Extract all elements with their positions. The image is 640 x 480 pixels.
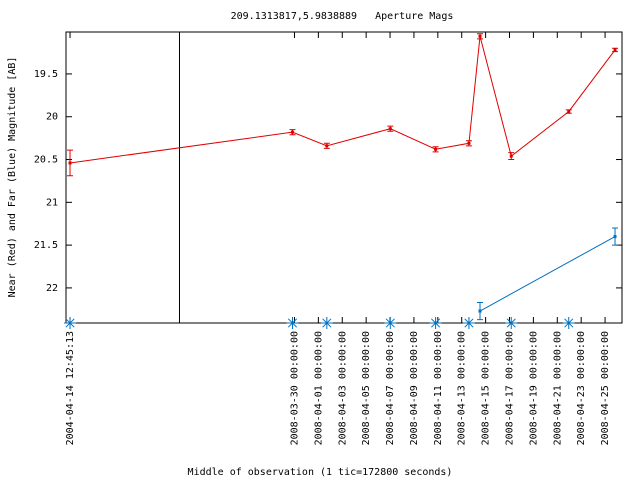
y-tick-label: 19.5 bbox=[34, 69, 58, 80]
y-tick-label: 22 bbox=[46, 283, 58, 294]
y-tick-label: 21.5 bbox=[34, 240, 58, 251]
x-tick-label: 2008-04-07 00:00:00 bbox=[385, 331, 396, 445]
x-tick-label: 2008-03-30 00:00:00 bbox=[289, 331, 300, 445]
chart-title: 209.1313817,5.9838889 Aperture Mags bbox=[231, 11, 454, 22]
asterisk bbox=[64, 317, 77, 329]
asterisk bbox=[320, 317, 333, 329]
x-tick-label: 2004-04-14 12:45:13 bbox=[65, 331, 76, 445]
point bbox=[567, 110, 571, 114]
y-tick-label: 20.5 bbox=[34, 155, 58, 166]
asterisk bbox=[286, 317, 299, 329]
y-axis-label: Near (Red) and Far (Blue) Magnitude [AB] bbox=[7, 57, 18, 298]
plot-frame bbox=[65, 31, 623, 324]
x-tick-label: 2008-04-23 00:00:00 bbox=[576, 331, 587, 445]
point bbox=[325, 144, 329, 148]
x-tick-label: 2008-04-19 00:00:00 bbox=[528, 331, 539, 445]
point bbox=[478, 309, 482, 313]
y-tick-label: 20 bbox=[46, 112, 58, 123]
x-tick-label: 2008-04-01 00:00:00 bbox=[313, 331, 324, 445]
asterisk bbox=[505, 317, 518, 329]
point bbox=[68, 161, 72, 165]
point bbox=[613, 235, 617, 239]
series-line bbox=[69, 36, 616, 164]
asterisk bbox=[429, 317, 442, 329]
asterisk bbox=[384, 317, 397, 329]
series-line bbox=[479, 236, 616, 312]
asterisk bbox=[562, 317, 575, 329]
point bbox=[290, 130, 294, 134]
x-axis-label: Middle of observation (1 tic=172800 seco… bbox=[188, 467, 453, 478]
asterisk bbox=[462, 317, 475, 329]
point bbox=[388, 127, 392, 131]
x-tick-label: 2008-04-03 00:00:00 bbox=[337, 331, 348, 445]
x-tick-label: 2008-04-05 00:00:00 bbox=[361, 331, 372, 445]
point bbox=[434, 147, 438, 151]
x-tick-label: 2008-04-25 00:00:00 bbox=[600, 331, 611, 445]
point bbox=[613, 48, 617, 52]
x-tick-label: 2008-04-13 00:00:00 bbox=[457, 331, 468, 445]
x-tick-label: 2008-04-11 00:00:00 bbox=[433, 331, 444, 445]
x-tick-label: 2008-04-15 00:00:00 bbox=[481, 331, 492, 445]
x-tick-label: 2008-04-09 00:00:00 bbox=[409, 331, 420, 445]
point bbox=[467, 141, 471, 145]
x-tick-label: 2008-04-21 00:00:00 bbox=[552, 331, 563, 445]
y-tick-label: 21 bbox=[46, 197, 58, 208]
x-tick-label: 2008-04-17 00:00:00 bbox=[505, 331, 516, 445]
point bbox=[509, 154, 513, 158]
point bbox=[478, 34, 482, 38]
